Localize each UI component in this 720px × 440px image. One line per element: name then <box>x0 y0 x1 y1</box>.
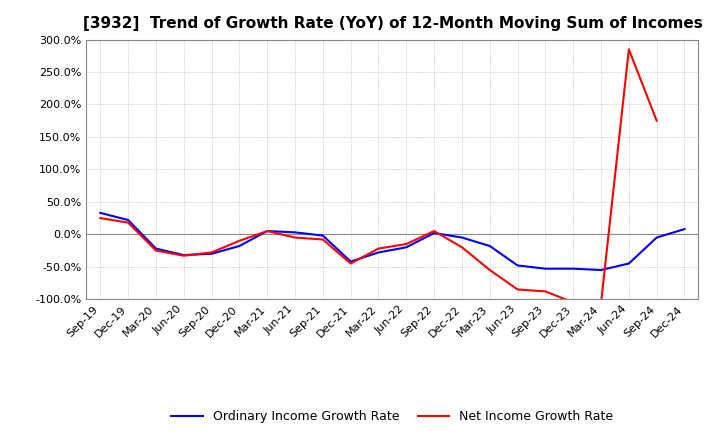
Ordinary Income Growth Rate <box>652 235 661 240</box>
Line: Ordinary Income Growth Rate: Ordinary Income Growth Rate <box>100 213 685 270</box>
Net Income Growth Rate <box>597 301 606 306</box>
Title: [3932]  Trend of Growth Rate (YoY) of 12-Month Moving Sum of Incomes: [3932] Trend of Growth Rate (YoY) of 12-… <box>83 16 702 32</box>
Ordinary Income Growth Rate <box>458 235 467 240</box>
Ordinary Income Growth Rate <box>513 263 522 268</box>
Ordinary Income Growth Rate <box>485 243 494 249</box>
Ordinary Income Growth Rate <box>96 210 104 216</box>
Ordinary Income Growth Rate <box>624 261 633 266</box>
Ordinary Income Growth Rate <box>402 245 410 250</box>
Ordinary Income Growth Rate <box>235 243 243 249</box>
Line: Net Income Growth Rate: Net Income Growth Rate <box>100 49 657 303</box>
Ordinary Income Growth Rate <box>207 251 216 257</box>
Ordinary Income Growth Rate <box>263 228 271 234</box>
Net Income Growth Rate <box>624 47 633 52</box>
Net Income Growth Rate <box>96 216 104 221</box>
Net Income Growth Rate <box>235 238 243 243</box>
Ordinary Income Growth Rate <box>124 217 132 223</box>
Net Income Growth Rate <box>458 245 467 250</box>
Net Income Growth Rate <box>346 261 355 266</box>
Ordinary Income Growth Rate <box>541 266 550 271</box>
Legend: Ordinary Income Growth Rate, Net Income Growth Rate: Ordinary Income Growth Rate, Net Income … <box>166 405 618 428</box>
Net Income Growth Rate <box>291 235 300 240</box>
Ordinary Income Growth Rate <box>152 246 161 251</box>
Ordinary Income Growth Rate <box>179 253 188 258</box>
Net Income Growth Rate <box>263 228 271 234</box>
Net Income Growth Rate <box>318 237 327 242</box>
Net Income Growth Rate <box>652 118 661 123</box>
Net Income Growth Rate <box>124 220 132 225</box>
Net Income Growth Rate <box>569 300 577 305</box>
Net Income Growth Rate <box>374 246 383 251</box>
Ordinary Income Growth Rate <box>374 250 383 255</box>
Net Income Growth Rate <box>179 253 188 258</box>
Net Income Growth Rate <box>485 268 494 273</box>
Ordinary Income Growth Rate <box>569 266 577 271</box>
Net Income Growth Rate <box>430 228 438 234</box>
Net Income Growth Rate <box>152 248 161 253</box>
Net Income Growth Rate <box>541 289 550 294</box>
Ordinary Income Growth Rate <box>291 230 300 235</box>
Net Income Growth Rate <box>402 242 410 247</box>
Ordinary Income Growth Rate <box>680 227 689 232</box>
Net Income Growth Rate <box>207 250 216 255</box>
Ordinary Income Growth Rate <box>430 231 438 236</box>
Ordinary Income Growth Rate <box>318 233 327 238</box>
Ordinary Income Growth Rate <box>346 259 355 264</box>
Net Income Growth Rate <box>513 287 522 292</box>
Ordinary Income Growth Rate <box>597 268 606 273</box>
